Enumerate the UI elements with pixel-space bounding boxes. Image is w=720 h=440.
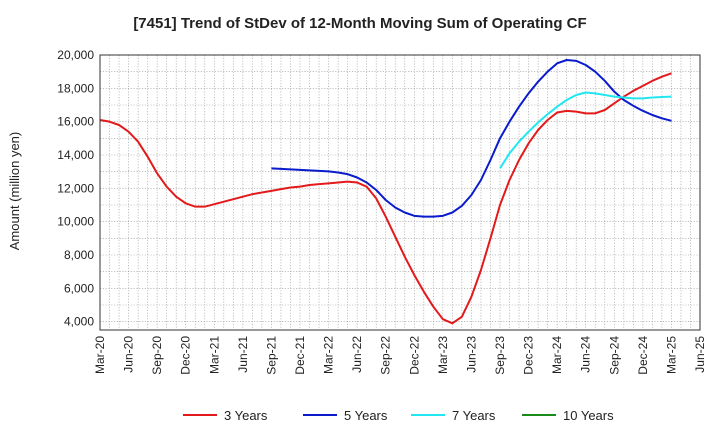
y-tick-label: 10,000 — [57, 215, 94, 229]
x-tick-label: Jun-21 — [236, 336, 250, 373]
legend-label-3-years: 3 Years — [224, 408, 268, 423]
x-tick-label: Dec-21 — [293, 336, 307, 375]
y-tick-label: 18,000 — [57, 81, 94, 95]
x-tick-label: Jun-25 — [693, 336, 707, 373]
y-tick-label: 4,000 — [64, 315, 94, 329]
plot-frame — [99, 54, 701, 331]
legend-label-7-years: 7 Years — [452, 408, 496, 423]
series-layer — [99, 59, 672, 325]
x-tick-label: Mar-20 — [93, 336, 107, 374]
x-tick-label: Mar-23 — [436, 336, 450, 374]
y-tick-label: 8,000 — [64, 248, 94, 262]
x-tick-label: Dec-20 — [179, 336, 193, 375]
x-tick-label: Mar-21 — [207, 336, 221, 374]
x-tick-label: Dec-24 — [636, 336, 650, 375]
y-tick-label: 16,000 — [57, 115, 94, 129]
series-line-5-years — [271, 59, 672, 218]
y-tick-label: 20,000 — [57, 48, 94, 62]
y-tick-label: 12,000 — [57, 181, 94, 195]
x-tick-label: Mar-24 — [550, 336, 564, 374]
y-tick-label: 6,000 — [64, 281, 94, 295]
x-tick-label: Sep-23 — [493, 336, 507, 375]
y-axis-label: Amount (million yen) — [7, 132, 22, 251]
x-tick-label: Dec-22 — [407, 336, 421, 375]
x-tick-label: Jun-20 — [122, 336, 136, 373]
series-line-3-years — [99, 72, 672, 325]
x-tick-label: Sep-20 — [150, 336, 164, 375]
x-tick-label: Sep-22 — [379, 336, 393, 375]
x-tick-label: Mar-22 — [322, 336, 336, 374]
y-axis-ticks: 4,000 6,000 8,000 10,000 12,000 14,000 16,000 1… — [57, 48, 94, 329]
x-tick-label: Sep-21 — [264, 336, 278, 375]
x-tick-label: Jun-22 — [350, 336, 364, 373]
legend-label-5-years: 5 Years — [344, 408, 388, 423]
x-tick-label: Jun-23 — [464, 336, 478, 373]
x-tick-label: Mar-25 — [664, 336, 678, 374]
x-axis-ticks: Mar-20 Jun-20 Sep-20 Dec-20 Mar-21 Jun-21 Sep-… — [93, 336, 707, 375]
series-line-7-years — [499, 91, 672, 169]
chart-title: [7451] Trend of StDev of 12-Month Moving… — [133, 15, 586, 32]
legend: 3 Years 5 Years 7 Years 10 Years — [183, 408, 614, 423]
x-tick-label: Jun-24 — [579, 336, 593, 373]
x-tick-label: Sep-24 — [607, 336, 621, 375]
grid — [99, 54, 701, 330]
y-tick-label: 14,000 — [57, 148, 94, 162]
legend-label-10-years: 10 Years — [563, 408, 614, 423]
x-tick-label: Dec-23 — [522, 336, 536, 375]
